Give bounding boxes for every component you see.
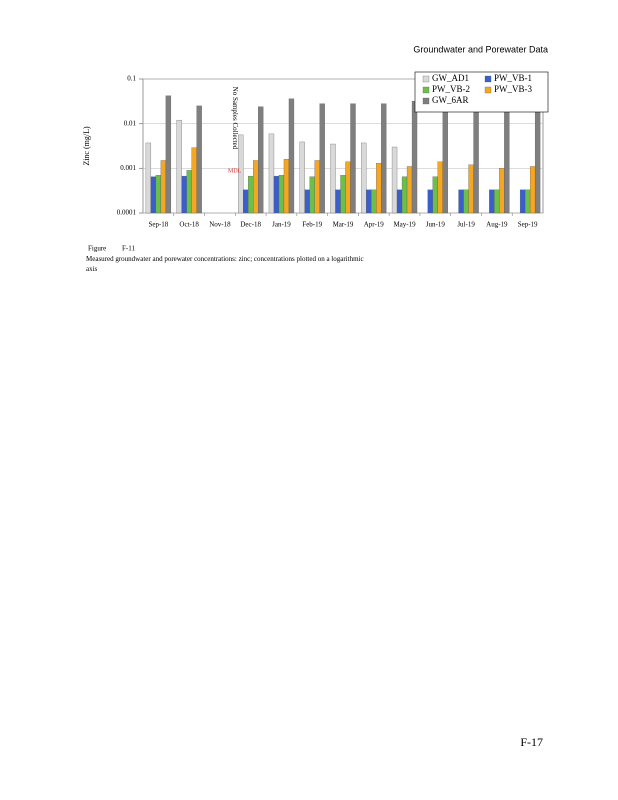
bar [288, 98, 295, 214]
legend-swatch [484, 75, 492, 83]
bar [432, 176, 438, 214]
bar [155, 175, 162, 214]
bar [427, 189, 433, 214]
bar [268, 133, 275, 214]
bar [534, 102, 541, 214]
bar [191, 147, 197, 214]
caption-box: Measured groundwater and porewater conce… [86, 255, 364, 273]
page-number: F-17 [520, 735, 543, 749]
bar [340, 175, 346, 214]
bar [309, 176, 315, 214]
bar [499, 168, 505, 214]
legend-label: GW_AD1 [432, 73, 469, 83]
bar [494, 189, 500, 214]
bar [529, 166, 536, 214]
legend-label: PW_VB-1 [494, 73, 532, 83]
y-axis-label: Zinc (mg/L) [82, 126, 91, 166]
y-tick-label: 0.0001 [117, 209, 137, 217]
bar [186, 170, 192, 214]
bar [391, 146, 398, 214]
x-tick-label: Oct-18 [179, 221, 199, 229]
legend-label: PW_VB-3 [494, 84, 532, 94]
x-tick-label: Nov-18 [209, 221, 231, 229]
bar [350, 103, 356, 214]
bar [165, 95, 172, 214]
bar [361, 142, 367, 214]
bar [519, 189, 526, 214]
bar [243, 189, 249, 214]
x-tick-label: Jun-19 [426, 221, 446, 229]
bar [283, 159, 290, 214]
bar [458, 189, 464, 214]
bar [437, 161, 443, 214]
bar [330, 143, 336, 214]
x-tick-label: Dec-18 [240, 221, 261, 229]
bar [468, 164, 474, 214]
bar [145, 142, 152, 214]
bar [176, 119, 182, 214]
header: Groundwater and Porewater Data [413, 44, 548, 54]
bar [319, 103, 325, 214]
y-tick-label: 0.1 [127, 75, 136, 83]
x-tick-label: May-19 [393, 221, 416, 229]
legend-swatch [422, 75, 430, 83]
x-tick-label: Jan-19 [272, 221, 291, 229]
bar [504, 102, 510, 214]
bar [278, 175, 285, 214]
annotation: MDL [228, 169, 242, 175]
bar [160, 160, 167, 214]
caption-text: Measured groundwater and porewater conce… [86, 255, 364, 273]
bar [181, 175, 187, 214]
bar [253, 160, 259, 214]
bar [304, 189, 310, 214]
legend-swatch [422, 97, 430, 105]
legend-label: GW_6AR [432, 95, 469, 105]
y-tick-label: 0.01 [124, 119, 137, 127]
bar [345, 161, 351, 214]
legend-swatch [484, 86, 492, 94]
bar [273, 175, 280, 214]
x-tick-label: Feb-19 [302, 221, 322, 229]
bar [299, 141, 305, 214]
caption-number: F-11 [122, 245, 135, 253]
x-tick-label: Mar-19 [333, 221, 354, 229]
x-tick-label: Aug-19 [486, 221, 508, 229]
bar [473, 102, 479, 214]
bar [371, 189, 377, 214]
bar [381, 103, 387, 214]
bar [335, 189, 341, 214]
bar [411, 100, 418, 214]
x-tick-label: Sep-19 [518, 221, 538, 229]
bar [314, 160, 320, 214]
y-tick-label: 0.001 [120, 164, 136, 172]
bar [150, 176, 157, 214]
bar [442, 102, 448, 214]
legend-swatch [422, 86, 430, 94]
annotation: No Samples Collected [231, 87, 239, 150]
bar [196, 105, 202, 214]
bar [401, 176, 408, 214]
legend-box [414, 71, 549, 113]
bar [238, 134, 244, 214]
bar [406, 166, 413, 214]
bar [463, 189, 469, 214]
bar [376, 163, 382, 214]
bar [258, 106, 264, 214]
bar [396, 189, 403, 214]
bar [366, 189, 372, 214]
legend-label: PW_VB-2 [432, 84, 470, 94]
bar [489, 189, 495, 214]
x-tick-label: Jul-19 [457, 221, 475, 229]
x-tick-label: Sep-18 [148, 221, 168, 229]
x-tick-label: Apr-19 [364, 221, 385, 229]
caption-label: Figure [88, 245, 106, 253]
bar [524, 189, 531, 214]
bar [248, 175, 254, 214]
